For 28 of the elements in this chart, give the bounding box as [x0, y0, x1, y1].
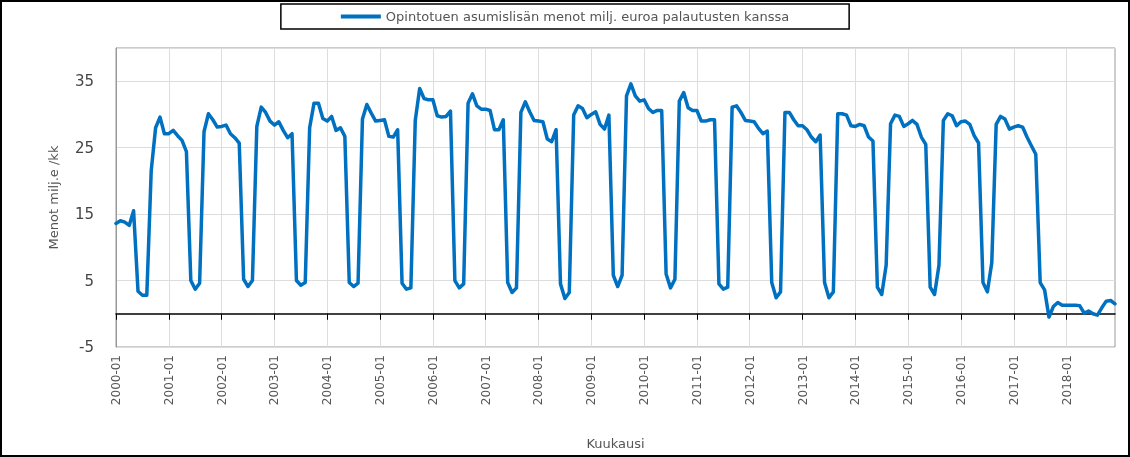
y-axis-title: Menot milj.e /kk	[46, 145, 61, 250]
x-tick-label: 2006-01	[425, 355, 440, 406]
x-tick-label: 2015-01	[901, 355, 916, 406]
x-tick-label: 2000-01	[109, 355, 123, 406]
y-tick-label: 15	[74, 205, 94, 224]
x-tick-label: 2008-01	[531, 355, 546, 406]
x-tick-label: 2011-01	[689, 355, 704, 406]
x-tick-label: 2013-01	[795, 355, 810, 406]
x-tick-label: 2014-01	[848, 355, 863, 406]
x-tick-label: 2005-01	[373, 355, 388, 406]
x-tick-label: 2010-01	[637, 355, 652, 406]
x-tick-label: 2018-01	[1059, 355, 1074, 406]
x-tick-label: 2012-01	[742, 355, 757, 406]
x-tick-label: 2016-01	[953, 355, 968, 406]
x-tick-label: 2004-01	[320, 355, 335, 406]
line-series	[114, 82, 1117, 319]
legend-label: Opintotuen asumislisän menot milj. euroa palautusten kanssa	[385, 9, 790, 24]
x-tick-label: 2002-01	[214, 355, 229, 406]
x-tick-label: 2003-01	[267, 355, 282, 406]
y-tick-label: -5	[79, 338, 94, 356]
x-tick-label: 2001-01	[161, 355, 176, 406]
x-axis-title: Kuukausi	[586, 436, 645, 451]
y-tick-label: 35	[74, 72, 94, 91]
y-tick-label: 5	[84, 271, 94, 290]
x-tick-label: 2009-01	[584, 355, 599, 406]
x-tick-label: 2007-01	[478, 355, 493, 406]
x-tick-label: 2017-01	[1006, 355, 1021, 406]
y-tick-label: 25	[74, 138, 94, 157]
